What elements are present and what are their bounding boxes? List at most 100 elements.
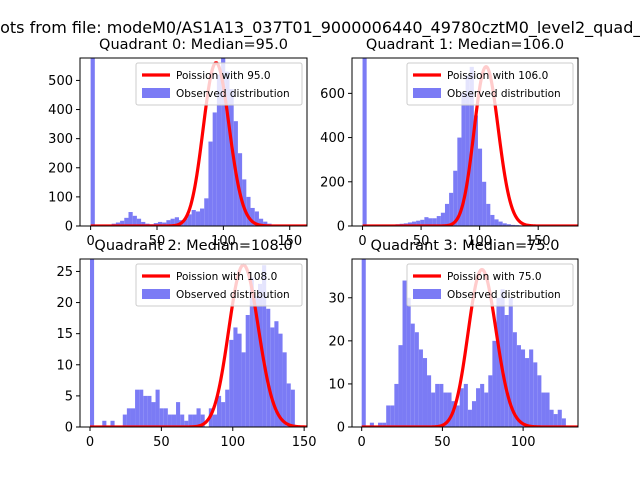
y-tick-label: 600 <box>320 87 345 102</box>
panel-quadrant-3: 0 50 100 0 10 20 30 Quadrant 3: Median=75.0 Pois… <box>328 238 579 450</box>
histogram-bar <box>427 375 432 427</box>
histogram-bar <box>439 383 444 427</box>
histogram-bar <box>274 321 279 427</box>
histogram-bar <box>453 170 458 226</box>
histogram-bar <box>410 323 415 427</box>
y-tick-label: 15 <box>56 327 73 342</box>
histogram-bar <box>128 212 133 226</box>
histogram-bar <box>508 297 513 427</box>
histogram-bar <box>132 215 137 226</box>
histogram-bar <box>278 333 283 427</box>
histogram-bar <box>477 148 483 226</box>
histogram-bar <box>157 221 163 226</box>
histogram-bar <box>461 93 466 226</box>
histogram-bar <box>139 389 144 427</box>
histogram-bar <box>557 409 562 427</box>
histogram-bar <box>159 408 164 427</box>
histogram-bar <box>120 220 125 226</box>
panel-quadrant-2: 0 50 100 150 0 5 10 15 20 25 Quadrant 2: Median=10… <box>56 238 316 450</box>
y-tick-label: 20 <box>328 334 345 349</box>
histogram-bar <box>151 402 156 427</box>
histogram-bar <box>416 220 421 226</box>
histogram-bar <box>212 414 218 427</box>
histogram-bar <box>412 221 417 226</box>
histogram-bar <box>406 297 411 427</box>
histogram-bar <box>447 392 452 427</box>
legend-observed-label: Observed distribution <box>176 88 290 100</box>
y-tick-label: 200 <box>320 175 345 190</box>
histogram-bar <box>361 259 366 427</box>
histogram-bar <box>382 422 387 427</box>
histogram-bar <box>494 219 499 226</box>
histogram-bar <box>250 207 255 226</box>
x-tick-label: 50 <box>149 234 166 249</box>
histogram-bar <box>262 265 267 427</box>
histogram-bar <box>216 74 222 226</box>
histogram-bar <box>414 332 419 427</box>
histogram-bar <box>229 89 234 226</box>
panel-title: Quadrant 3: Median=75.0 <box>371 238 560 254</box>
histogram-bar <box>266 308 271 427</box>
histogram-bar <box>208 141 213 226</box>
histogram-bar <box>444 203 450 226</box>
histogram-bar <box>402 280 407 427</box>
legend-observed-swatch <box>413 88 441 98</box>
histogram-bar <box>167 414 172 427</box>
histogram-bar <box>369 422 374 427</box>
histogram-bar <box>449 192 454 226</box>
legend-observed-swatch <box>142 88 170 98</box>
legend: Poission with 106.0 Observed distribution <box>406 62 574 106</box>
x-tick-label: 100 <box>211 234 236 249</box>
histogram-bar <box>525 358 530 427</box>
legend-observed-label: Observed distribution <box>447 88 561 100</box>
histogram-bar <box>443 392 448 427</box>
histogram-bar <box>362 58 367 226</box>
histogram-bar <box>122 414 127 427</box>
histogram-bar <box>253 296 258 427</box>
histogram-bar <box>163 408 168 427</box>
histogram-bar <box>459 388 464 427</box>
legend: Poission with 108.0 Observed distribution <box>135 263 303 307</box>
histogram-bar <box>200 414 205 427</box>
histogram-bar <box>463 383 468 427</box>
plot-area <box>360 259 578 427</box>
histogram-bar <box>237 333 242 427</box>
histogram-bar <box>422 358 428 427</box>
legend-poisson-label: Poission with 75.0 <box>447 271 542 283</box>
x-tick-label: 50 <box>434 435 451 450</box>
histogram-bar <box>162 222 167 226</box>
histogram-bar <box>502 223 507 226</box>
y-tick-label: 5 <box>65 389 73 404</box>
legend-observed-swatch <box>413 289 441 299</box>
histogram-bar <box>549 409 554 427</box>
y-tick-label: 100 <box>48 190 73 205</box>
y-tick-label: 10 <box>328 377 345 392</box>
x-tick-label: 0 <box>86 435 94 450</box>
histogram-bar <box>187 214 192 226</box>
x-tick-label: 100 <box>511 435 536 450</box>
y-tick-label: 20 <box>56 296 73 311</box>
histogram-bar <box>245 315 250 427</box>
histogram-bar <box>90 58 95 226</box>
x-tick-label: 0 <box>358 234 366 249</box>
histogram-bar <box>394 383 399 427</box>
histogram-bar <box>166 220 171 226</box>
histogram-bar <box>225 389 230 427</box>
histogram-bar <box>455 405 460 427</box>
histogram-bar <box>188 414 193 427</box>
panel-title: Quadrant 1: Median=106.0 <box>366 37 564 53</box>
panel-quadrant-0: 0 50 100 150 0 100 200 300 400 500 Quadrant 0: Med… <box>48 37 308 249</box>
histogram-bar <box>432 218 437 226</box>
histogram-bar <box>180 414 185 427</box>
y-tick-label: 400 <box>48 103 73 118</box>
histogram-bar <box>249 277 254 427</box>
legend-box <box>135 62 303 106</box>
plot-area <box>361 58 578 226</box>
histogram-bar <box>130 408 136 427</box>
panel-title: Quadrant 2: Median=108.0 <box>94 238 292 254</box>
legend: Poission with 95.0 Observed distribution <box>135 62 303 106</box>
histogram-bar <box>424 217 429 226</box>
histogram-bar <box>467 409 472 427</box>
histogram-bar <box>512 332 517 427</box>
